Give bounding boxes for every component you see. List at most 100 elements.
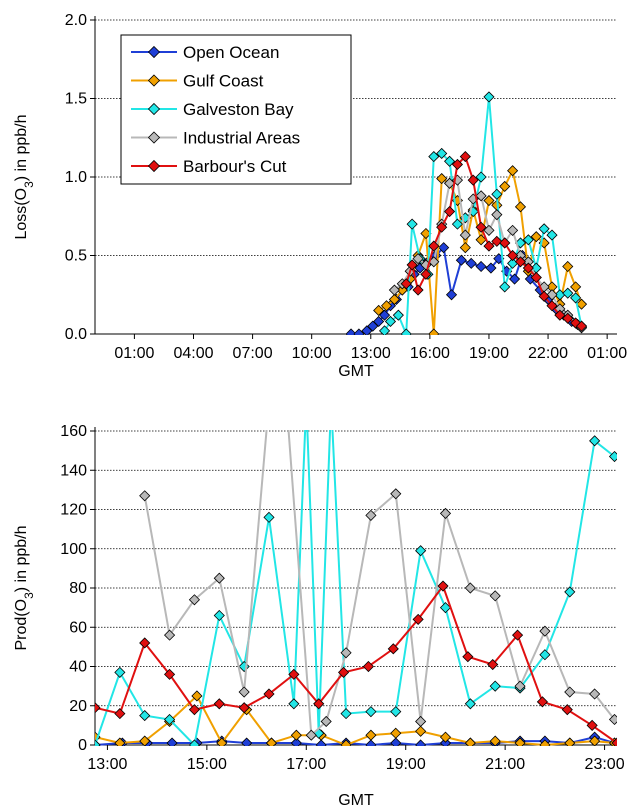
y-tick-label: 0.5 xyxy=(65,248,87,265)
data-point-barbour-s-cut xyxy=(444,205,456,218)
data-point-industrial-areas xyxy=(459,229,471,241)
legend-label-galveston-bay: Galveston Bay xyxy=(183,100,294,119)
data-point-galveston-bay xyxy=(213,609,225,622)
data-point-galveston-bay xyxy=(390,706,402,718)
data-point-barbour-s-cut xyxy=(436,221,448,233)
data-point-barbour-s-cut xyxy=(514,256,527,268)
data-point-industrial-areas xyxy=(564,686,576,698)
data-point-industrial-areas xyxy=(164,629,176,641)
data-point-galveston-bay xyxy=(491,188,503,200)
data-point-barbour-s-cut xyxy=(412,284,424,296)
data-point-barbour-s-cut xyxy=(575,320,588,332)
data-point-barbour-s-cut xyxy=(483,240,495,252)
x-tick-label: 07:00 xyxy=(233,345,273,362)
legend-marker xyxy=(147,45,161,59)
data-point-barbour-s-cut xyxy=(288,668,300,680)
y-tick-label: 100 xyxy=(60,541,87,558)
data-point-open-ocean xyxy=(345,328,357,335)
data-point-barbour-s-cut xyxy=(313,698,325,710)
data-point-galveston-bay xyxy=(406,218,418,230)
data-point-barbour-s-cut xyxy=(188,704,200,716)
data-point-galveston-bay xyxy=(439,602,452,614)
data-point-barbour-s-cut xyxy=(437,580,449,592)
data-point-gulf-coast xyxy=(564,737,576,746)
legend-marker xyxy=(147,74,161,87)
data-point-gulf-coast xyxy=(475,234,487,246)
data-point-barbour-s-cut xyxy=(428,240,440,252)
y-tick-label: 160 xyxy=(60,423,87,440)
data-point-gulf-coast xyxy=(459,242,471,254)
data-point-gulf-coast xyxy=(436,173,448,185)
data-point-barbour-s-cut xyxy=(238,702,250,714)
data-point-open-ocean xyxy=(465,257,477,269)
data-point-barbour-s-cut xyxy=(546,300,558,312)
data-point-gulf-coast xyxy=(562,260,574,273)
data-point-galveston-bay xyxy=(522,234,534,246)
x-tick-label: 16:00 xyxy=(410,345,450,362)
data-point-industrial-areas xyxy=(281,397,291,407)
data-point-industrial-areas xyxy=(539,625,551,637)
y-tick-label: 60 xyxy=(69,619,87,636)
data-point-galveston-bay xyxy=(164,713,176,726)
x-tick-label: 13:00 xyxy=(87,756,127,773)
data-point-barbour-s-cut xyxy=(338,666,350,678)
data-point-galveston-bay xyxy=(188,739,200,746)
data-point-gulf-coast xyxy=(265,737,278,746)
data-point-galveston-bay xyxy=(570,292,582,304)
data-point-galveston-bay xyxy=(539,649,551,661)
chart-panel-1: 0.0 0.5 1.0 1.5 2.0 01:00 04:00 07:00 10:00 13:00… xyxy=(13,12,627,380)
x-tick-label: 01:00 xyxy=(587,345,627,362)
data-point-open-ocean xyxy=(166,737,178,746)
y-axis-label: Prod(O3) in ppb/h xyxy=(13,526,36,651)
data-point-galveston-bay xyxy=(340,708,352,720)
data-point-open-ocean xyxy=(378,309,391,321)
data-point-barbour-s-cut xyxy=(507,249,519,262)
series-line-barbour-s-cut xyxy=(95,583,617,744)
data-point-industrial-areas xyxy=(320,715,332,728)
data-point-open-ocean xyxy=(241,737,253,746)
data-point-barbour-s-cut xyxy=(412,613,424,625)
data-point-gulf-coast xyxy=(191,690,203,702)
data-point-galveston-bay xyxy=(378,325,391,335)
legend-label-barbour-s-cut: Barbour's Cut xyxy=(183,157,287,176)
data-point-gulf-coast xyxy=(489,735,501,746)
series-line-industrial-areas xyxy=(143,430,616,738)
data-point-industrial-areas xyxy=(483,224,495,236)
plot-area xyxy=(345,91,588,335)
data-point-gulf-coast xyxy=(390,727,402,739)
data-point-gulf-coast xyxy=(514,737,526,746)
data-point-galveston-bay xyxy=(400,328,412,335)
data-point-galveston-bay xyxy=(608,450,617,463)
data-point-industrial-areas xyxy=(464,582,476,594)
data-point-galveston-bay xyxy=(546,229,558,241)
data-point-barbour-s-cut xyxy=(114,708,126,720)
y-tick-label: 80 xyxy=(69,580,87,597)
y-tick-label: 1.5 xyxy=(65,91,87,108)
data-point-open-ocean xyxy=(361,325,373,335)
data-point-gulf-coast xyxy=(290,729,302,741)
data-point-galveston-bay xyxy=(415,545,427,557)
data-point-gulf-coast xyxy=(139,735,151,746)
data-point-gulf-coast xyxy=(507,165,519,177)
y-tick-label: 140 xyxy=(60,462,87,479)
data-point-industrial-areas xyxy=(238,686,250,698)
data-point-gulf-coast xyxy=(365,729,377,741)
data-point-industrial-areas xyxy=(444,177,456,189)
chart-panel-2: 0 20 40 60 80 100 120 140 160 13:00 15:00 17:00 19:0… xyxy=(13,397,625,809)
data-point-industrial-areas xyxy=(340,647,352,659)
data-point-gulf-coast xyxy=(380,300,393,312)
data-point-open-ocean xyxy=(415,739,427,746)
data-point-galveston-bay xyxy=(444,155,456,167)
data-point-barbour-s-cut xyxy=(213,698,225,710)
data-point-galveston-bay xyxy=(562,287,574,299)
data-point-galveston-bay xyxy=(451,218,464,230)
x-tick-label: 13:00 xyxy=(351,345,391,362)
x-tick-label: 22:00 xyxy=(528,345,568,362)
data-point-open-ocean xyxy=(315,739,327,746)
data-point-galveston-bay xyxy=(499,281,511,293)
data-point-galveston-bay xyxy=(564,586,576,598)
data-point-barbour-s-cut xyxy=(562,312,574,324)
data-point-industrial-areas xyxy=(390,488,402,500)
data-point-industrial-areas xyxy=(264,397,274,407)
